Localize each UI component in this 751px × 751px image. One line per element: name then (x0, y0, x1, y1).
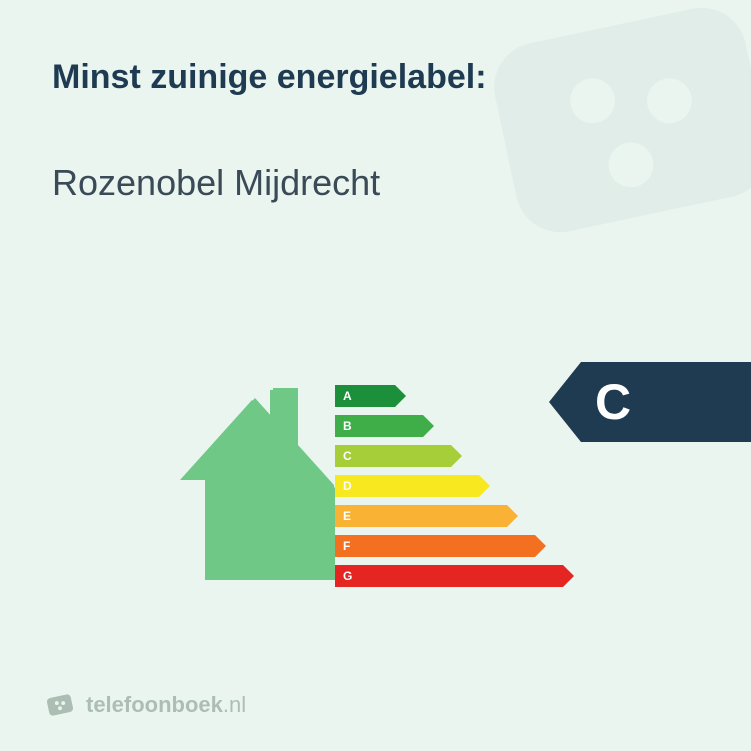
phonebook-icon (44, 689, 76, 721)
bar-arrow-icon (395, 385, 406, 407)
footer-text: telefoonboek.nl (86, 692, 246, 718)
energy-bar-g: G (335, 562, 574, 590)
bar-label: C (335, 445, 451, 467)
brand-bold: telefoonboek (86, 692, 223, 717)
energy-bar-a: A (335, 382, 574, 410)
bar-label: E (335, 505, 507, 527)
energy-bar-f: F (335, 532, 574, 560)
energy-bars: ABCDEFG (335, 382, 574, 592)
bar-arrow-icon (479, 475, 490, 497)
watermark-icon (471, 0, 751, 280)
energy-bar-d: D (335, 472, 574, 500)
page-title: Minst zuinige energielabel: (52, 58, 487, 97)
badge-arrow (549, 362, 581, 442)
footer-brand: telefoonboek.nl (44, 689, 246, 721)
bar-label: F (335, 535, 535, 557)
bar-label: G (335, 565, 563, 587)
energy-bar-c: C (335, 442, 574, 470)
bar-arrow-icon (507, 505, 518, 527)
bar-label: B (335, 415, 423, 437)
bar-arrow-icon (451, 445, 462, 467)
badge-label: C (581, 362, 751, 442)
bar-arrow-icon (535, 535, 546, 557)
energy-label-chart: ABCDEFG (170, 370, 590, 590)
house-icon (170, 370, 335, 580)
location-name: Rozenobel Mijdrecht (52, 162, 380, 204)
bar-label: D (335, 475, 479, 497)
bar-arrow-icon (423, 415, 434, 437)
energy-bar-e: E (335, 502, 574, 530)
bar-arrow-icon (563, 565, 574, 587)
rating-badge: C (549, 362, 751, 442)
bar-label: A (335, 385, 395, 407)
energy-bar-b: B (335, 412, 574, 440)
brand-light: .nl (223, 692, 246, 717)
